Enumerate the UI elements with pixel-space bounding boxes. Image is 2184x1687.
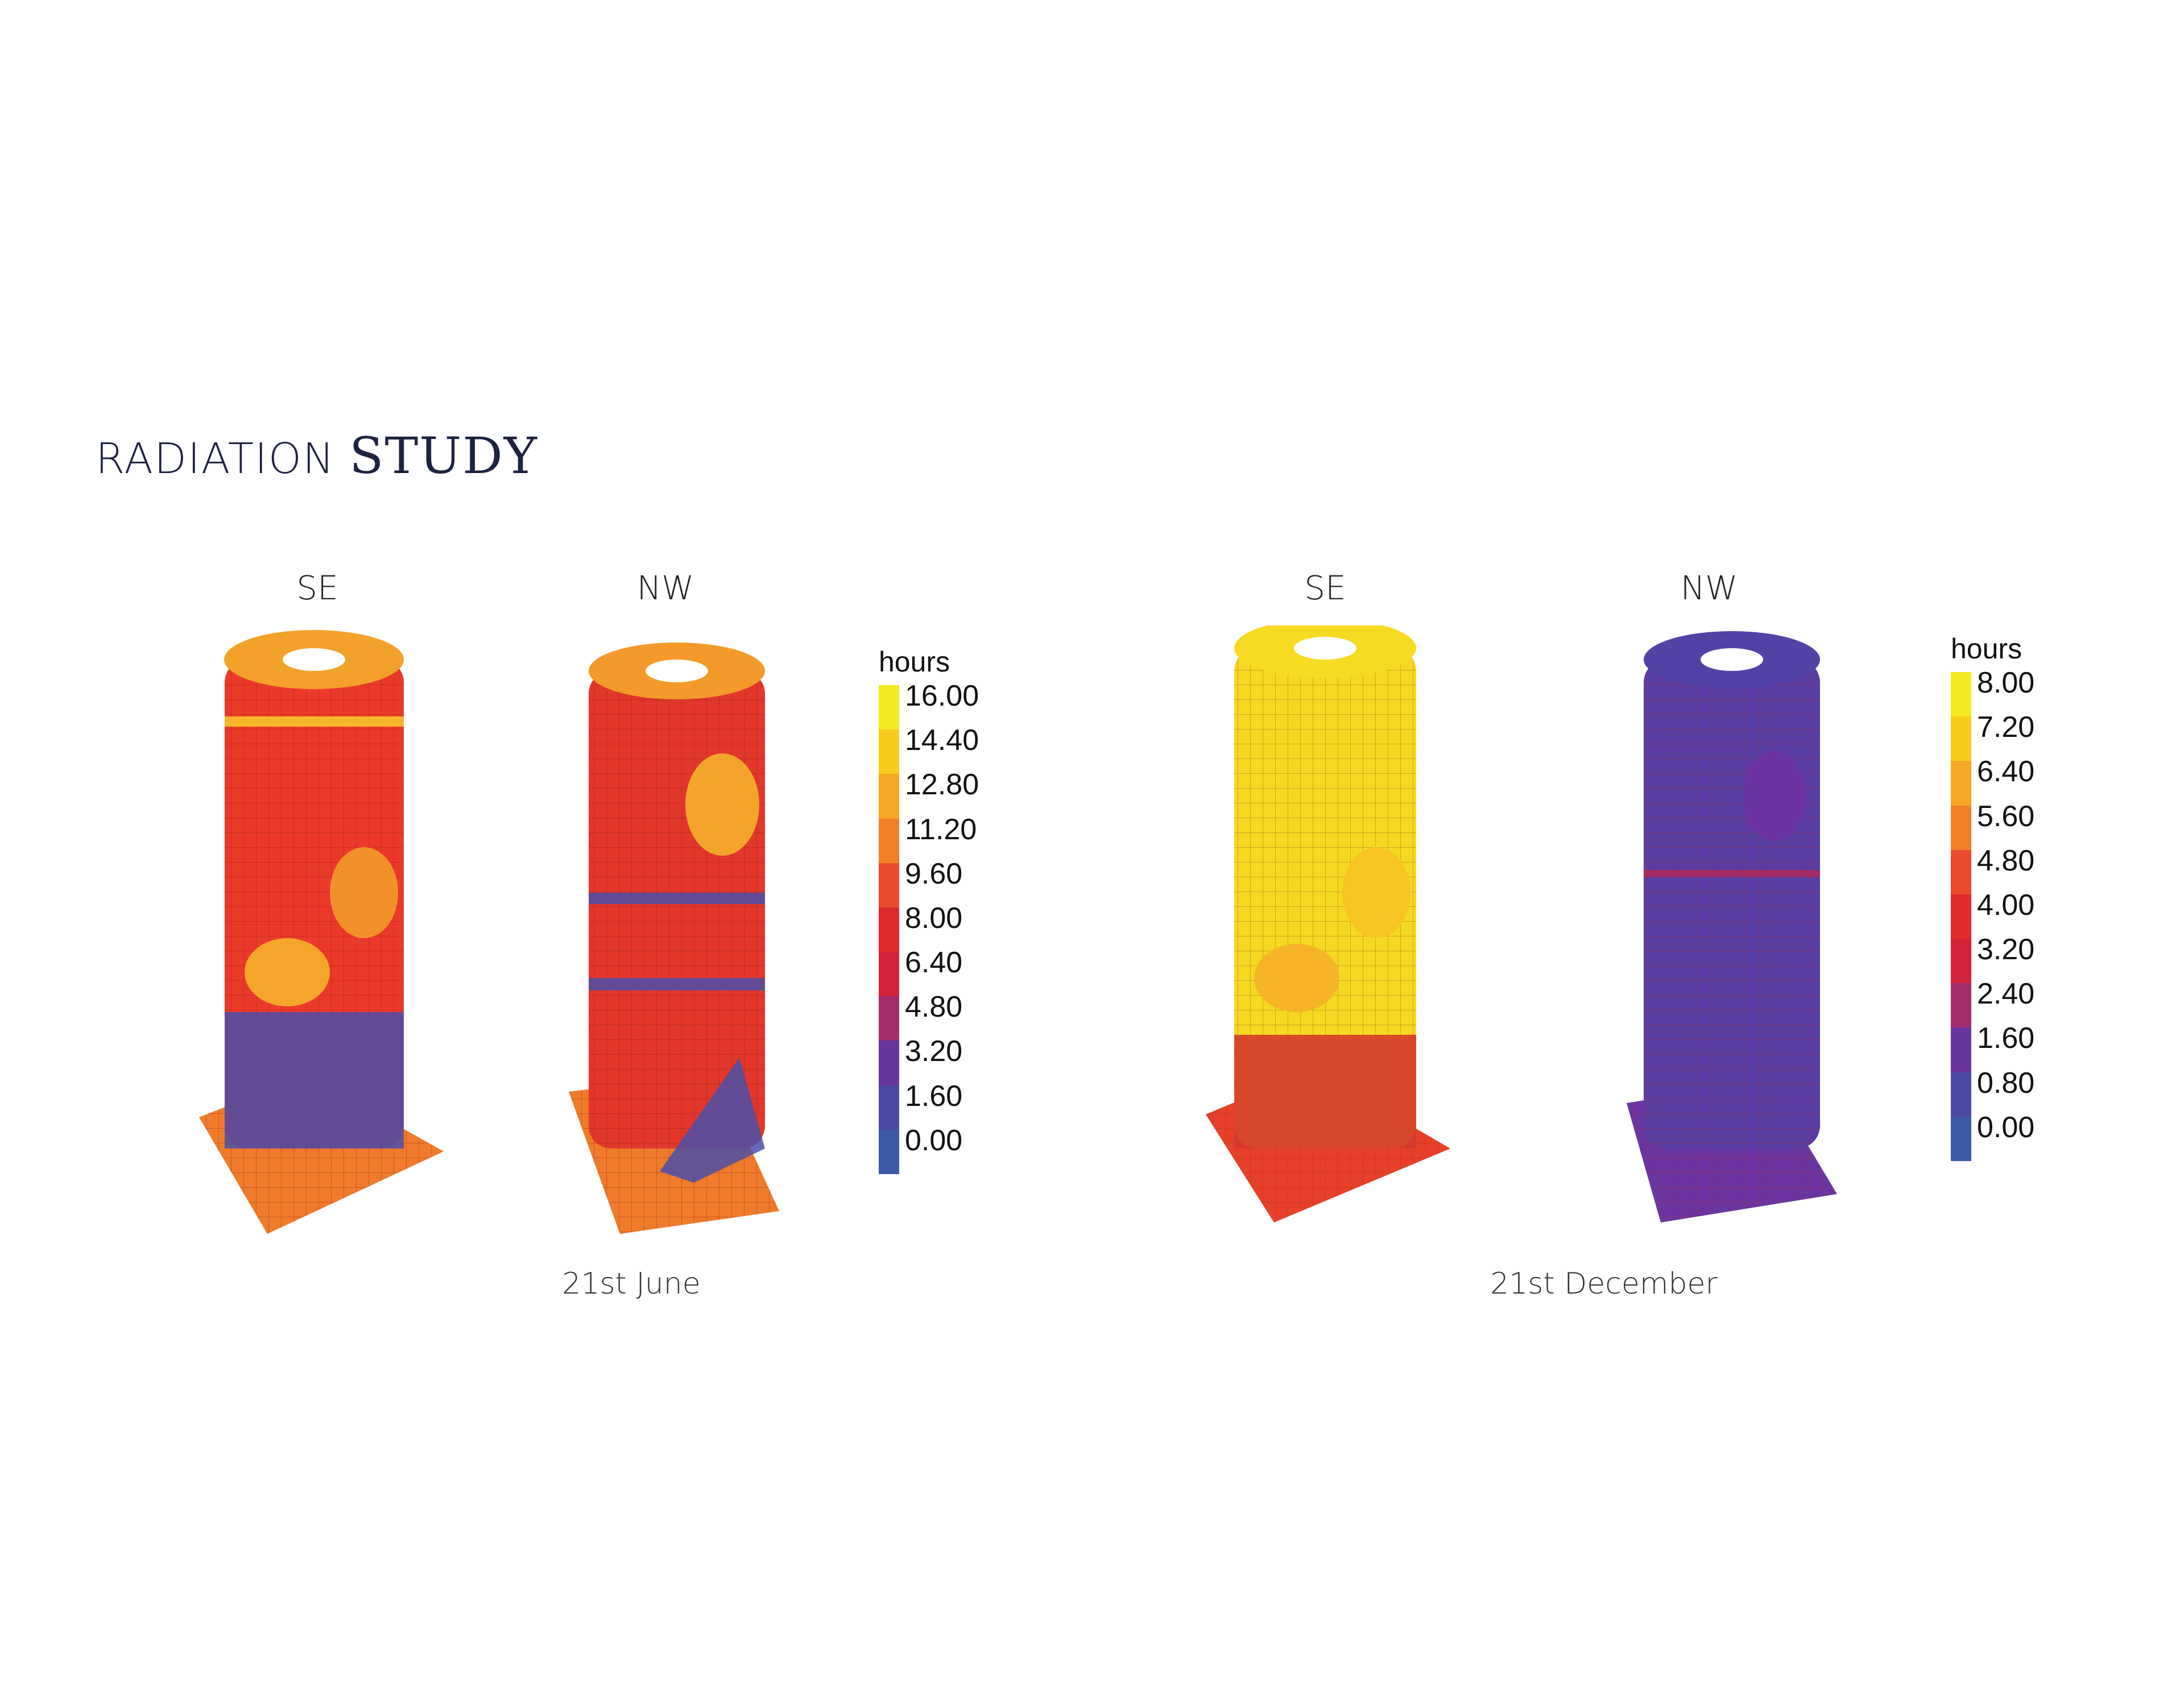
legend-color-swatch bbox=[1951, 716, 1971, 761]
legend-color-swatch bbox=[1951, 1116, 1971, 1161]
cut-band bbox=[225, 716, 404, 727]
bubble bbox=[685, 753, 759, 856]
tower-grid bbox=[1234, 648, 1416, 1149]
legend-color-swatch bbox=[1951, 805, 1971, 850]
legend-color-swatch bbox=[1951, 849, 1971, 894]
page-title: RADIATION STUDY bbox=[96, 426, 538, 485]
legend-unit: hours bbox=[1951, 633, 2022, 665]
shade-band bbox=[1234, 1035, 1416, 1149]
legend-ticks: 8.00 7.20 6.40 5.60 4.80 4.00 3.20 2.40 … bbox=[1977, 661, 2034, 1150]
shade-band bbox=[589, 978, 765, 990]
date-label-december: 21st December bbox=[1490, 1267, 1718, 1301]
bubble bbox=[245, 938, 330, 1006]
view-label-dec-nw: NW bbox=[1680, 569, 1738, 607]
legend-color-bar bbox=[1951, 672, 1971, 1161]
legend-tick: 6.40 bbox=[905, 946, 963, 980]
legend-color-swatch bbox=[879, 907, 899, 952]
roof-opening bbox=[1294, 637, 1356, 660]
legend-tick: 4.80 bbox=[1977, 844, 2035, 877]
legend-tick: 4.00 bbox=[1977, 888, 2035, 922]
legend-color-swatch bbox=[1951, 1072, 1971, 1117]
shade-band bbox=[225, 1012, 404, 1149]
legend-tick: 6.40 bbox=[1977, 755, 2035, 789]
bubble bbox=[1743, 751, 1806, 842]
legend-tick: 1.60 bbox=[905, 1079, 963, 1113]
legend-tick: 0.00 bbox=[905, 1124, 963, 1157]
legend-tick: 4.80 bbox=[905, 990, 963, 1024]
legend-color-swatch bbox=[1951, 894, 1971, 939]
view-label-june-se: SE bbox=[296, 569, 338, 607]
tower-june-se bbox=[199, 630, 444, 1234]
legend-tick: 3.20 bbox=[905, 1035, 963, 1068]
legend-color-swatch bbox=[879, 996, 899, 1041]
title-part2: STUDY bbox=[349, 426, 538, 485]
legend-tick: 14.40 bbox=[905, 724, 979, 757]
legend-color-swatch bbox=[1951, 939, 1971, 984]
shade-patch bbox=[660, 1058, 765, 1183]
tower-dec-nw bbox=[1627, 631, 1837, 1222]
legend-tick: 8.00 bbox=[1977, 666, 2035, 699]
roof-opening bbox=[1701, 648, 1763, 671]
legend-tick: 0.00 bbox=[1977, 1110, 2035, 1144]
legend-color-swatch bbox=[879, 952, 899, 997]
bubble bbox=[1342, 847, 1410, 938]
legend-tick: 12.80 bbox=[905, 768, 979, 802]
bubble bbox=[1254, 944, 1339, 1012]
legend-color-swatch bbox=[879, 729, 899, 774]
legend-color-swatch bbox=[879, 1085, 899, 1130]
legend-tick: 5.60 bbox=[1977, 799, 2035, 833]
legend-tick: 11.20 bbox=[905, 813, 977, 846]
legend-color-swatch bbox=[879, 774, 899, 819]
legend-color-swatch bbox=[1951, 672, 1971, 717]
legend-color-swatch bbox=[879, 818, 899, 863]
tower-dec-se bbox=[1206, 625, 1450, 1222]
legend-ticks: 16.00 14.40 12.80 11.20 9.60 8.00 6.40 4… bbox=[905, 674, 979, 1163]
shade-band bbox=[589, 893, 765, 904]
date-label-june: 21st June bbox=[562, 1267, 701, 1301]
title-part1: RADIATION bbox=[96, 434, 336, 483]
legend-color-swatch bbox=[879, 1129, 899, 1174]
legend-color-swatch bbox=[879, 863, 899, 907]
legend-color-swatch bbox=[1951, 761, 1971, 806]
legend-color-swatch bbox=[1951, 1027, 1971, 1072]
legend-unit: hours bbox=[879, 646, 950, 678]
tower-grid bbox=[1644, 660, 1820, 1149]
bubble bbox=[330, 847, 398, 938]
legend-tick: 16.00 bbox=[905, 679, 979, 712]
legend-tick: 7.20 bbox=[1977, 711, 2035, 744]
legend-tick: 1.60 bbox=[1977, 1022, 2035, 1055]
legend-color-swatch bbox=[1951, 983, 1971, 1028]
view-label-dec-se: SE bbox=[1304, 569, 1346, 607]
roof-opening bbox=[283, 648, 345, 671]
legend-tick: 0.80 bbox=[1977, 1066, 2035, 1100]
legend-tick: 8.00 bbox=[905, 901, 963, 935]
tower-june-nw bbox=[569, 643, 779, 1234]
legend-color-swatch bbox=[879, 685, 899, 730]
legend-color-swatch bbox=[879, 1041, 899, 1085]
red-band bbox=[1644, 870, 1820, 877]
view-label-june-nw: NW bbox=[636, 569, 694, 607]
legend-tick: 3.20 bbox=[1977, 933, 2035, 967]
roof-opening bbox=[646, 660, 708, 682]
legend-tick: 2.40 bbox=[1977, 977, 2035, 1011]
legend-color-bar bbox=[879, 685, 899, 1174]
legend-tick: 9.60 bbox=[905, 857, 963, 890]
